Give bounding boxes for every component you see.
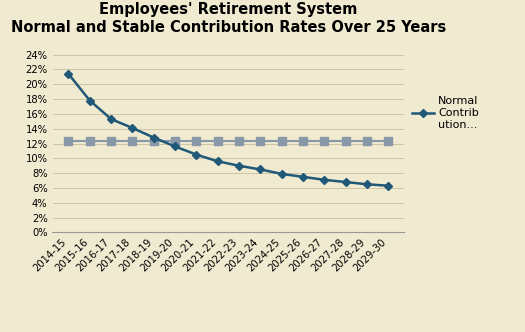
Normal
Contrib
ution... (364, 182, 370, 186)
Normal
Contrib
ution... (172, 144, 178, 148)
Normal
Contrib
ution... (385, 184, 392, 188)
Normal
Contrib
ution... (236, 164, 242, 168)
Normal
Contrib
ution... (215, 159, 221, 163)
Legend: Normal
Contrib
ution...: Normal Contrib ution... (412, 96, 479, 129)
Line: Normal
Contrib
ution...: Normal Contrib ution... (66, 71, 391, 189)
Normal
Contrib
ution... (129, 126, 135, 130)
Normal
Contrib
ution... (300, 175, 306, 179)
Normal
Contrib
ution... (257, 167, 264, 171)
Normal
Contrib
ution... (87, 99, 93, 103)
Normal
Contrib
ution... (193, 153, 200, 157)
Normal
Contrib
ution... (65, 72, 71, 76)
Normal
Contrib
ution... (321, 178, 328, 182)
Normal
Contrib
ution... (108, 117, 114, 121)
Title: Employees' Retirement System
Normal and Stable Contribution Rates Over 25 Years: Employees' Retirement System Normal and … (10, 2, 446, 35)
Normal
Contrib
ution... (151, 135, 157, 139)
Normal
Contrib
ution... (342, 180, 349, 184)
Normal
Contrib
ution... (279, 172, 285, 176)
